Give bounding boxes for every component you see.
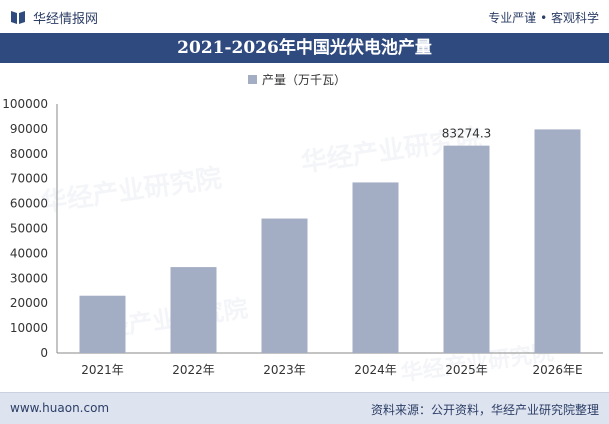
legend-label: 产量（万千瓦） xyxy=(262,73,347,87)
y-tick-label: 70000 xyxy=(10,172,48,186)
x-tick-label: 2025年 xyxy=(445,363,488,377)
legend-swatch xyxy=(248,75,257,84)
book-logo-icon xyxy=(11,11,25,24)
y-tick-label: 10000 xyxy=(10,321,48,335)
bar xyxy=(261,218,308,353)
bar xyxy=(443,145,490,353)
y-tick-label: 60000 xyxy=(10,197,48,211)
slogan: 专业严谨 • 客观科学 xyxy=(488,11,599,25)
y-tick-label: 0 xyxy=(40,346,48,360)
top-bar: 华经情报网 专业严谨 • 客观科学 xyxy=(0,0,609,33)
bar-chart: 0 10000 20000 30000 40000 50000 60000 70000 8000… xyxy=(2,97,603,377)
footer: www.huaon.com 资料来源：公开资料，华经产业研究院整理 xyxy=(0,392,609,424)
legend: 产量（万千瓦） xyxy=(248,71,346,88)
bar xyxy=(79,295,126,353)
x-tick-label: 2023年 xyxy=(263,363,306,377)
chart-title: 2021-2026年中国光伏电池产量 xyxy=(0,33,609,63)
data-label: 83274.3 xyxy=(442,127,492,141)
y-tick-label: 90000 xyxy=(10,122,48,136)
site-url: www.huaon.com xyxy=(10,401,110,415)
y-tick-label: 40000 xyxy=(10,246,48,260)
bar xyxy=(170,267,217,353)
x-tick-label: 2024年 xyxy=(354,363,397,377)
brand-name: 华经情报网 xyxy=(33,12,99,27)
y-tick-label: 80000 xyxy=(10,147,48,161)
bar xyxy=(534,129,581,353)
bar xyxy=(352,182,399,353)
y-tick-label: 50000 xyxy=(10,222,48,236)
y-tick-label: 100000 xyxy=(2,97,48,111)
x-tick-label: 2026年E xyxy=(532,363,582,377)
y-tick-label: 20000 xyxy=(10,296,48,310)
source-note: 资料来源：公开资料，华经产业研究院整理 xyxy=(370,403,599,417)
x-tick-label: 2021年 xyxy=(81,363,124,377)
y-tick-label: 30000 xyxy=(10,271,48,285)
x-tick-label: 2022年 xyxy=(172,363,215,377)
